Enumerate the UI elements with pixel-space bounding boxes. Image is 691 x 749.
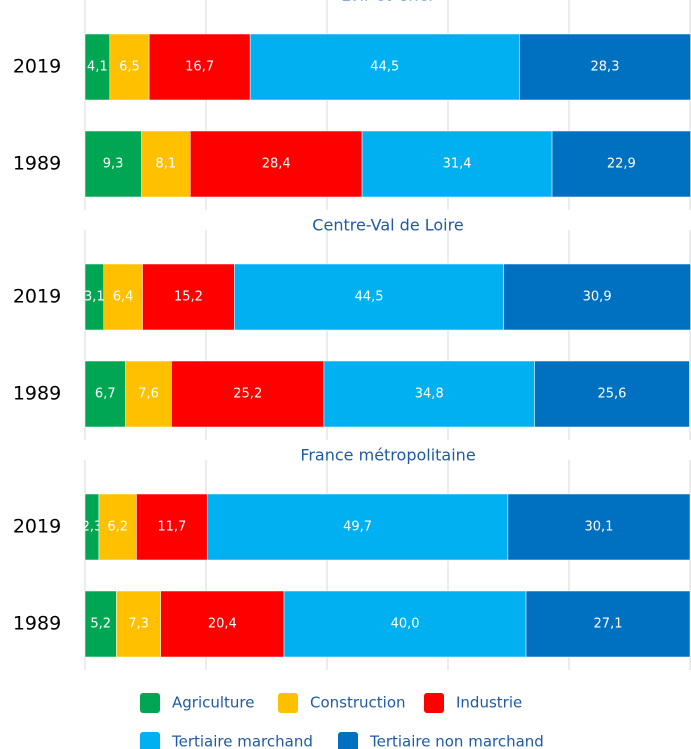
value-label: 8,1 xyxy=(155,157,176,172)
category-label: 2019 xyxy=(13,286,61,308)
value-label: 6,5 xyxy=(119,60,140,75)
legend-label: Tertiaire non marchand xyxy=(369,733,544,749)
panel-title: Loir-et-Cher xyxy=(341,0,435,5)
value-label: 20,4 xyxy=(208,617,237,632)
value-label: 7,3 xyxy=(128,617,149,632)
bar-segment xyxy=(148,33,251,101)
value-label: 9,3 xyxy=(103,157,124,172)
category-label: 2019 xyxy=(13,516,61,538)
value-label: 16,7 xyxy=(185,60,214,75)
bar-segment xyxy=(171,360,325,428)
value-label: 30,9 xyxy=(583,290,612,305)
bar-segment xyxy=(98,493,137,561)
value-label: 49,7 xyxy=(343,520,372,535)
bar-segment xyxy=(103,263,143,331)
bar-segment xyxy=(534,360,690,428)
bar-segment xyxy=(206,493,509,561)
bar-segment xyxy=(142,263,235,331)
category-label: 1989 xyxy=(13,383,61,405)
value-label: 40,0 xyxy=(391,617,420,632)
bar-segment xyxy=(160,590,285,658)
category-label: 1989 xyxy=(13,153,61,175)
value-label: 11,7 xyxy=(157,520,186,535)
value-label: 6,4 xyxy=(113,290,134,305)
legend-label: Construction xyxy=(310,694,406,712)
value-label: 6,7 xyxy=(95,387,116,402)
bar-segment xyxy=(249,33,520,101)
panel-title: France métropolitaine xyxy=(300,446,475,465)
value-label: 2,3 xyxy=(82,520,103,535)
bar-segment xyxy=(283,590,527,658)
bar-segment xyxy=(141,130,191,198)
bar-segment xyxy=(136,493,208,561)
bar-segment xyxy=(116,590,161,658)
value-label: 28,3 xyxy=(591,60,620,75)
category-label: 2019 xyxy=(13,56,61,78)
bar-segment xyxy=(525,590,691,658)
bar-segment xyxy=(503,263,691,331)
value-label: 15,2 xyxy=(174,290,203,305)
value-label: 22,9 xyxy=(607,157,636,172)
value-label: 6,2 xyxy=(107,520,128,535)
bar-segment xyxy=(84,590,117,658)
value-label: 7,6 xyxy=(138,387,159,402)
bar-segment xyxy=(190,130,363,198)
legend-swatch xyxy=(338,732,358,749)
bar-segment xyxy=(323,360,535,428)
value-label: 3,1 xyxy=(84,290,105,305)
bar-segment xyxy=(84,360,126,428)
value-label: 34,8 xyxy=(415,387,444,402)
value-label: 28,4 xyxy=(262,157,291,172)
bar-segment xyxy=(519,33,691,101)
legend-swatch xyxy=(140,693,160,713)
bar-segment xyxy=(507,493,691,561)
legend-label: Industrie xyxy=(456,694,522,712)
value-label: 25,6 xyxy=(597,387,626,402)
panel-title: Centre-Val de Loire xyxy=(312,216,463,235)
legend-label: Tertiaire marchand xyxy=(171,733,313,749)
bar-segment xyxy=(551,130,691,198)
category-label: 1989 xyxy=(13,613,61,635)
bar-segment xyxy=(84,130,142,198)
bar-segment xyxy=(361,130,553,198)
value-label: 4,1 xyxy=(87,60,108,75)
legend-label: Agriculture xyxy=(172,694,255,712)
legend-swatch xyxy=(424,693,444,713)
bar-segment xyxy=(84,33,111,101)
value-label: 44,5 xyxy=(355,290,384,305)
value-label: 30,1 xyxy=(584,520,613,535)
legend-swatch xyxy=(140,732,160,749)
value-label: 27,1 xyxy=(594,617,623,632)
value-label: 25,2 xyxy=(233,387,262,402)
legend-swatch xyxy=(278,693,298,713)
value-label: 5,2 xyxy=(90,617,111,632)
value-label: 44,5 xyxy=(370,60,399,75)
bar-segment xyxy=(234,263,504,331)
value-label: 31,4 xyxy=(443,157,472,172)
